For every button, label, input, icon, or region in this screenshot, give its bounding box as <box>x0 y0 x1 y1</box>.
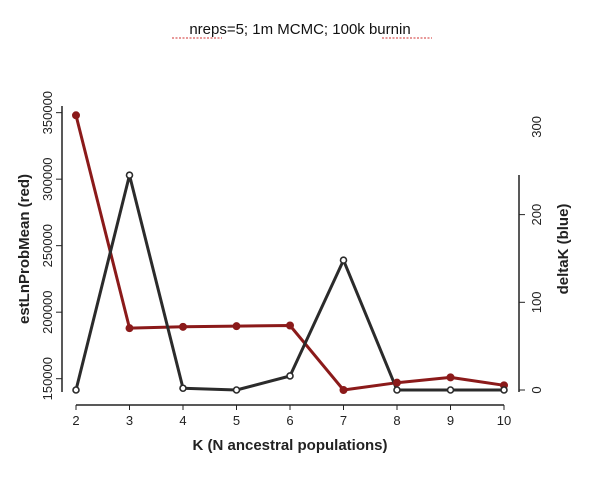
x-tick-label: 6 <box>286 413 293 428</box>
y-left-tick-label: 300000 <box>40 157 55 200</box>
x-tick-label: 10 <box>497 413 511 428</box>
ticks-layer: 2 3 4 5 6 7 8 9 10 150000 200000 250000 300000 350000… <box>40 91 544 428</box>
series-line-estLnProbMean <box>74 114 505 392</box>
data-point-estLnProbMean <box>179 322 187 331</box>
x-tick-label: 7 <box>340 413 347 428</box>
series-layer <box>72 111 508 394</box>
x-tick-label: 2 <box>72 413 79 428</box>
x-axis-label: K (N ancestral populations) <box>192 437 387 454</box>
y-left-tick-label: 350000 <box>40 91 55 134</box>
chart-title: nreps=5; 1m MCMC; 100k burnin <box>189 21 410 38</box>
data-point-deltaK <box>232 386 241 394</box>
data-point-estLnProbMean <box>72 111 80 120</box>
x-tick-label: 5 <box>233 413 240 428</box>
y-right-tick-label: 200 <box>529 204 544 226</box>
data-point-estLnProbMean <box>232 322 241 331</box>
data-point-estLnProbMean <box>393 378 401 387</box>
data-point-deltaK <box>179 384 187 393</box>
y-axis-left-label: estLnProbMean (red) <box>16 174 33 324</box>
data-point-estLnProbMean <box>339 386 348 394</box>
data-point-estLnProbMean <box>125 324 134 333</box>
y-right-tick-label: 100 <box>529 291 544 313</box>
data-point-deltaK <box>286 372 294 380</box>
data-point-estLnProbMean <box>286 321 294 330</box>
x-tick-label: 3 <box>126 413 133 428</box>
y-axis-right-label: deltaK (blue) <box>555 204 572 295</box>
y-left-tick-label: 200000 <box>40 290 55 333</box>
data-point-estLnProbMean <box>446 373 455 382</box>
x-tick-label: 9 <box>447 413 454 428</box>
y-right-tick-label: 300 <box>529 116 544 138</box>
data-point-deltaK <box>125 171 134 179</box>
data-point-deltaK <box>72 386 80 394</box>
y-left-tick-label: 150000 <box>40 357 55 400</box>
data-point-deltaK <box>446 386 455 394</box>
x-tick-label: 8 <box>393 413 400 428</box>
y-left-tick-label: 250000 <box>40 224 55 267</box>
data-point-deltaK <box>500 386 508 394</box>
data-point-deltaK <box>393 386 401 394</box>
series-line-deltaK <box>74 173 504 392</box>
y-right-tick-label: 0 <box>529 386 544 393</box>
data-point-deltaK <box>339 256 348 265</box>
x-tick-label: 4 <box>179 413 186 428</box>
